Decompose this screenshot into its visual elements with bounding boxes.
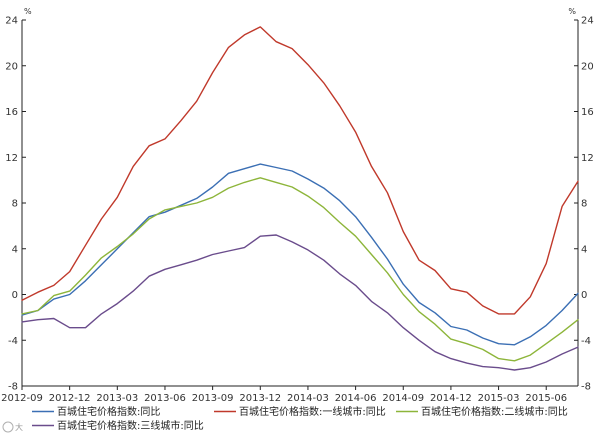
watermark-logo-icon: [2, 421, 14, 433]
y-tick-label-right: 0: [581, 290, 587, 301]
series-line-2: [21, 26, 579, 315]
x-tick-label: 2015-03: [478, 393, 520, 404]
y-tick-label-right: -4: [581, 336, 591, 347]
y-tick-label-right: 4: [581, 244, 587, 255]
series-line-4: [21, 234, 579, 371]
y-tick-label-right: 16: [581, 107, 594, 118]
x-tick-label: 2013-09: [192, 393, 234, 404]
x-tick-label: 2014-06: [335, 393, 377, 404]
watermark: 大: [2, 421, 23, 433]
y-tick-label-left: 12: [5, 153, 18, 164]
y-tick-label-right: -8: [581, 382, 591, 393]
y-tick-label-left: 16: [5, 107, 18, 118]
legend-label-4: 百城住宅价格指数:三线城市:同比: [57, 419, 204, 432]
y-tick-label-left: 0: [12, 290, 18, 301]
y-tick-label-left: 20: [5, 61, 18, 72]
y-axis-right-unit: %: [568, 7, 576, 16]
y-tick-label-left: -8: [8, 382, 18, 393]
x-tick-label: 2013-06: [144, 393, 186, 404]
y-tick-label-left: 8: [12, 199, 18, 210]
legend-label-3: 百城住宅价格指数:二线城市:同比: [421, 405, 568, 418]
x-tick-label: 2014-03: [287, 393, 329, 404]
chart-series-layer: [21, 26, 579, 371]
y-tick-label-right: 24: [581, 16, 594, 27]
y-axis-left-unit: %: [24, 7, 32, 16]
chart-legend: 百城住宅价格指数:同比 百城住宅价格指数:一线城市:同比 百城住宅价格指数:二线城市…: [32, 405, 568, 432]
series-line-1: [21, 163, 579, 346]
x-tick-label: 2012-09: [1, 393, 43, 404]
legend-label-2: 百城住宅价格指数:一线城市:同比: [239, 405, 386, 418]
x-tick-label: 2012-12: [49, 393, 91, 404]
y-tick-label-right: 20: [581, 61, 594, 72]
series-line-3: [21, 177, 579, 362]
watermark-text: 大: [15, 422, 23, 432]
x-tick-label: 2013-03: [96, 393, 138, 404]
x-tick-label: 2015-06: [525, 393, 567, 404]
y-tick-label-right: 8: [581, 199, 587, 210]
x-tick-label: 2013-12: [239, 393, 281, 404]
x-tick-label: 2014-09: [382, 393, 424, 404]
y-tick-label-left: 4: [12, 244, 18, 255]
legend-label-1: 百城住宅价格指数:同比: [57, 405, 160, 418]
y-tick-label-left: 24: [5, 16, 18, 27]
y-tick-label-right: 12: [581, 153, 594, 164]
y-tick-label-left: -4: [8, 336, 18, 347]
x-tick-label: 2014-12: [430, 393, 472, 404]
